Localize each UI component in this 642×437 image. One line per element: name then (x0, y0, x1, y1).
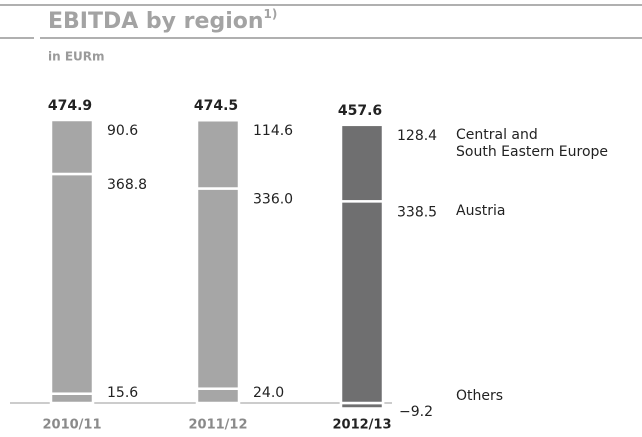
bar-segment (49, 172, 95, 395)
chart-title: EBITDA by region1) (48, 7, 277, 35)
value-label: 336.0 (253, 192, 293, 208)
bar-segment (49, 392, 95, 405)
legend-entry: Austria (456, 203, 506, 220)
value-label: 128.4 (397, 128, 437, 144)
title-note: 1) (264, 7, 278, 21)
value-label: 90.6 (107, 123, 138, 139)
bar-segment (195, 187, 241, 390)
bar-segment (339, 123, 385, 203)
title-text: EBITDA by region (48, 9, 264, 34)
bar-segment (339, 200, 385, 405)
x-tick-label: 2012/13 (332, 418, 391, 433)
x-tick-label: 2010/11 (42, 418, 101, 433)
subtitle: in EURm (48, 50, 105, 64)
x-tick-label: 2011/12 (188, 418, 247, 433)
value-label: 338.5 (397, 204, 437, 220)
total-label: 457.6 (338, 103, 382, 119)
value-label: 114.6 (253, 123, 293, 139)
value-label: 368.8 (107, 177, 147, 193)
legend-entry: Others (456, 388, 504, 404)
value-label: −9.2 (399, 404, 433, 420)
bar-segment (195, 387, 241, 405)
bar-segment (49, 118, 95, 176)
bar-segment (195, 118, 241, 190)
value-label: 24.0 (253, 385, 284, 401)
total-label: 474.5 (194, 98, 238, 114)
value-label: 15.6 (107, 385, 138, 401)
total-label: 474.9 (48, 98, 92, 114)
legend-entry: Central and South Eastern Europe (456, 126, 609, 160)
